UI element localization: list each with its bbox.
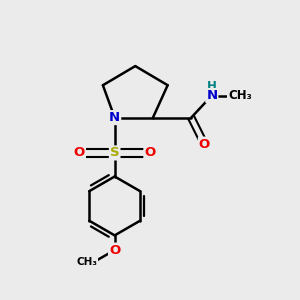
Text: CH₃: CH₃	[228, 89, 252, 102]
Text: O: O	[74, 146, 85, 159]
Text: H: H	[207, 80, 217, 93]
Text: O: O	[109, 244, 120, 256]
Text: O: O	[199, 138, 210, 151]
Text: O: O	[144, 146, 156, 159]
Text: CH₃: CH₃	[76, 257, 97, 267]
Text: N: N	[206, 89, 218, 102]
Text: S: S	[110, 146, 119, 159]
Text: N: N	[109, 111, 120, 124]
